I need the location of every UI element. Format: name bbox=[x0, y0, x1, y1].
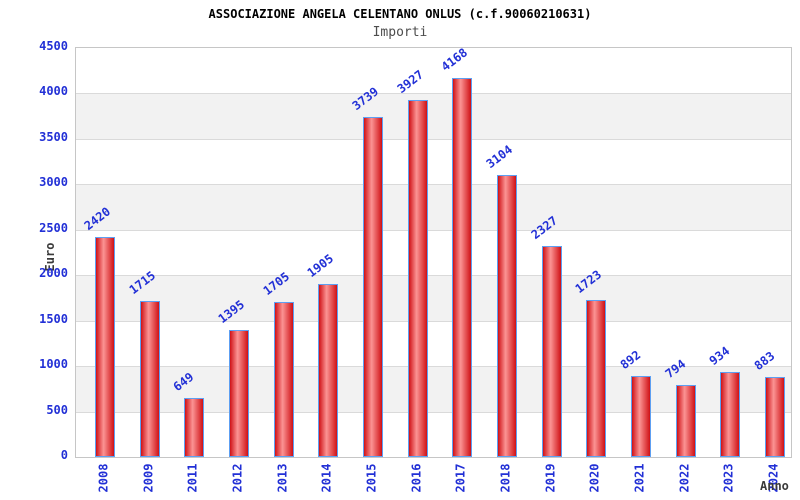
bar bbox=[497, 174, 517, 457]
y-tick-label: 3000 bbox=[39, 175, 68, 190]
x-tick-label: 2011 bbox=[185, 463, 200, 493]
x-axis-title: Anno bbox=[760, 479, 789, 493]
bar bbox=[765, 376, 785, 457]
bar bbox=[541, 245, 562, 457]
x-tick-label: 2018 bbox=[498, 463, 513, 493]
bar bbox=[452, 78, 473, 457]
bar bbox=[229, 330, 249, 457]
bar bbox=[720, 372, 741, 457]
x-tick-label: 2012 bbox=[230, 463, 245, 493]
y-tick-label: 0 bbox=[60, 448, 68, 462]
y-tick-label: 2000 bbox=[39, 266, 68, 281]
x-tick-label: 2015 bbox=[364, 463, 379, 493]
x-tick-label: 2023 bbox=[721, 463, 736, 493]
x-tick-label: 2016 bbox=[409, 463, 424, 493]
x-tick-label: 2020 bbox=[587, 463, 602, 493]
bar bbox=[407, 100, 428, 457]
bar bbox=[675, 384, 696, 457]
y-tick-label: 1000 bbox=[39, 357, 68, 372]
plot-band bbox=[76, 229, 791, 276]
plot-band bbox=[76, 93, 791, 139]
plot-band bbox=[76, 184, 791, 230]
y-tick-label: 1500 bbox=[39, 311, 68, 326]
x-tick-label: 2019 bbox=[543, 463, 558, 493]
x-tick-label: 2017 bbox=[453, 463, 468, 493]
y-tick-label: 4000 bbox=[39, 84, 68, 99]
plot-band bbox=[76, 275, 791, 321]
bar bbox=[184, 398, 205, 457]
x-tick-label: 2014 bbox=[319, 463, 334, 493]
bar bbox=[139, 301, 160, 457]
plot-area: 2420 1715 649 1395 1705 1905 3739 3927 4168 3104 2… bbox=[75, 46, 792, 458]
bar bbox=[318, 283, 339, 457]
plot-band bbox=[76, 138, 791, 185]
chart-title: ASSOCIAZIONE ANGELA CELENTANO ONLUS (c.f… bbox=[208, 7, 592, 21]
chart-subtitle: Importi bbox=[372, 25, 428, 40]
x-tick-label: 2021 bbox=[632, 463, 647, 493]
x-tick-label: 2008 bbox=[96, 463, 111, 493]
x-tick-label: 2013 bbox=[275, 463, 290, 493]
bar bbox=[273, 302, 294, 457]
bar bbox=[363, 117, 383, 457]
x-tick-label: 2009 bbox=[141, 463, 156, 493]
y-tick-label: 3500 bbox=[39, 129, 68, 144]
bar bbox=[631, 375, 651, 457]
y-tick-label: 4500 bbox=[39, 39, 68, 53]
bar bbox=[95, 237, 115, 457]
plot-band bbox=[76, 48, 791, 94]
bar bbox=[586, 300, 607, 457]
plot-band bbox=[76, 320, 791, 367]
y-tick-label: 500 bbox=[46, 402, 68, 417]
y-tick-label: 2500 bbox=[39, 220, 68, 235]
x-tick-label: 2022 bbox=[677, 463, 692, 493]
